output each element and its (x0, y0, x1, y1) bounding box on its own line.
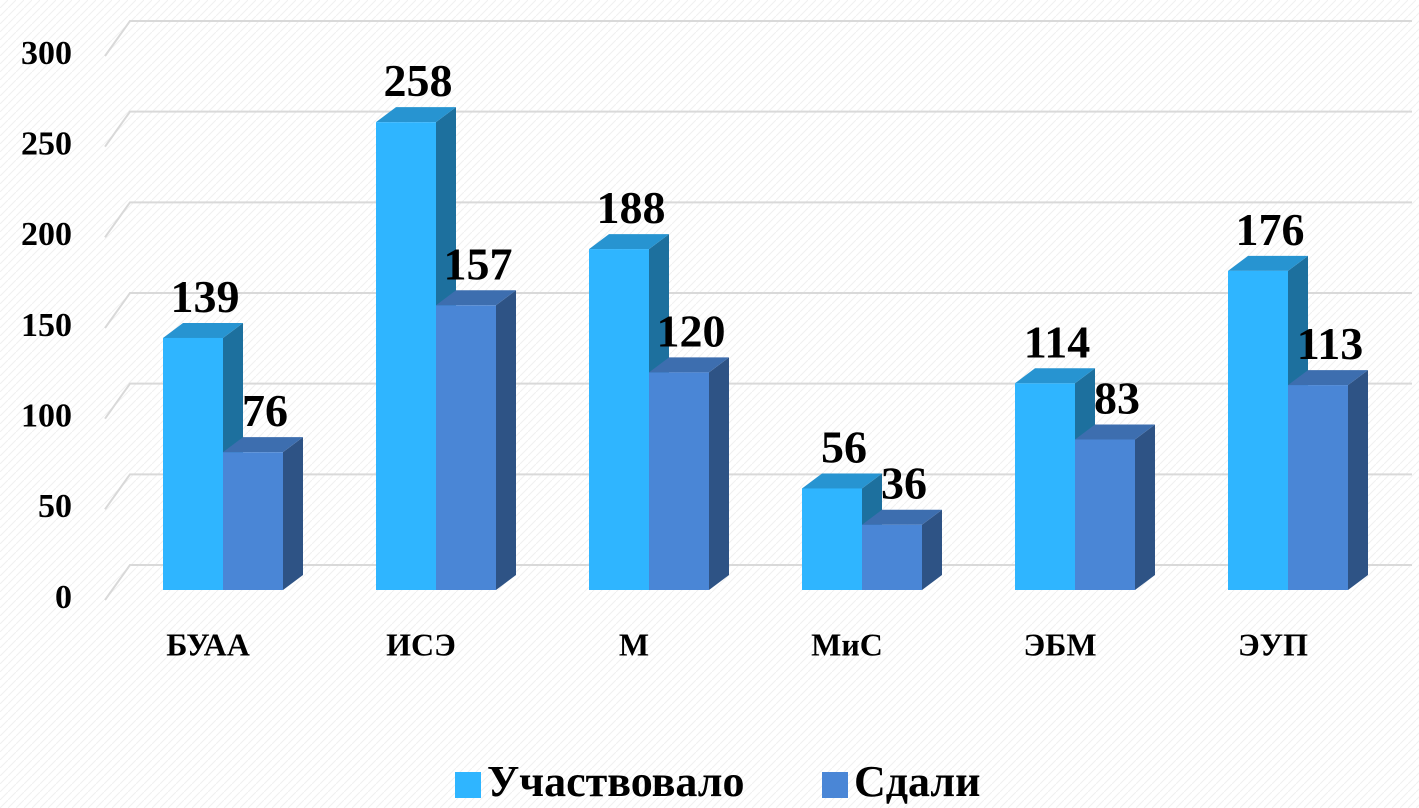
value-label: 56 (821, 421, 867, 472)
value-label: 258 (384, 55, 453, 106)
x-tick-label: ЭУП (1238, 626, 1308, 662)
y-tick-label: 0 (55, 579, 72, 616)
bar (589, 249, 649, 591)
bar-top (163, 322, 243, 338)
bar (862, 524, 922, 590)
bar-top (649, 357, 729, 373)
x-tick-label: МиС (811, 626, 883, 662)
value-label: 36 (881, 458, 927, 509)
y-tick-label: 250 (21, 125, 72, 162)
y-tick-label: 200 (21, 216, 72, 253)
bar-top (862, 509, 942, 525)
x-tick-label: ИСЭ (386, 626, 456, 662)
bar-top (1015, 368, 1095, 384)
grid-line (104, 473, 1412, 510)
grid-line (104, 292, 1412, 329)
bar (1075, 439, 1135, 590)
y-tick-label: 300 (21, 35, 72, 72)
value-label: 76 (242, 385, 288, 436)
bar (1015, 383, 1075, 590)
grid-line (104, 110, 1412, 148)
x-tick-label: М (619, 626, 649, 662)
x-tick-label: БУАА (166, 626, 250, 662)
bar-side (709, 357, 729, 590)
bar-side (283, 437, 303, 590)
legend-label: Сдали (854, 757, 980, 806)
bar (1288, 385, 1348, 590)
bar (376, 122, 436, 590)
bar-top (1228, 255, 1308, 271)
grid-line (104, 382, 1412, 420)
bar (649, 372, 709, 590)
value-label: 188 (597, 182, 666, 233)
bar (223, 452, 283, 590)
y-tick-label: 100 (21, 397, 72, 434)
legend-swatch (822, 772, 848, 798)
y-tick-label: 50 (38, 488, 72, 525)
bar-top (1075, 424, 1155, 440)
bar-top (376, 107, 456, 123)
bar (1228, 270, 1288, 590)
bar-top (1288, 370, 1368, 386)
value-label: 113 (1297, 318, 1363, 369)
bar-side (922, 509, 942, 590)
bar-side (496, 290, 516, 590)
grid-line (104, 201, 1412, 238)
bar (163, 337, 223, 590)
legend-label: Участвовало (487, 757, 744, 806)
bar-top (436, 290, 516, 306)
x-tick-label: ЭБМ (1023, 626, 1096, 662)
bar (802, 488, 862, 590)
legend-swatch (455, 772, 481, 798)
bar-top (223, 437, 303, 453)
bar-top (589, 234, 669, 250)
grid-line (104, 564, 1412, 601)
y-tick-label: 150 (21, 307, 72, 344)
value-label: 157 (444, 238, 513, 289)
value-label: 120 (657, 305, 726, 356)
value-label: 114 (1024, 316, 1090, 367)
value-label: 83 (1094, 372, 1140, 423)
bar-top (802, 473, 882, 489)
grid-line (104, 20, 1412, 57)
bar-side (1135, 424, 1155, 590)
value-label: 176 (1236, 204, 1305, 255)
value-label: 139 (171, 271, 240, 322)
bar-side (1348, 370, 1368, 590)
bar (436, 305, 496, 590)
